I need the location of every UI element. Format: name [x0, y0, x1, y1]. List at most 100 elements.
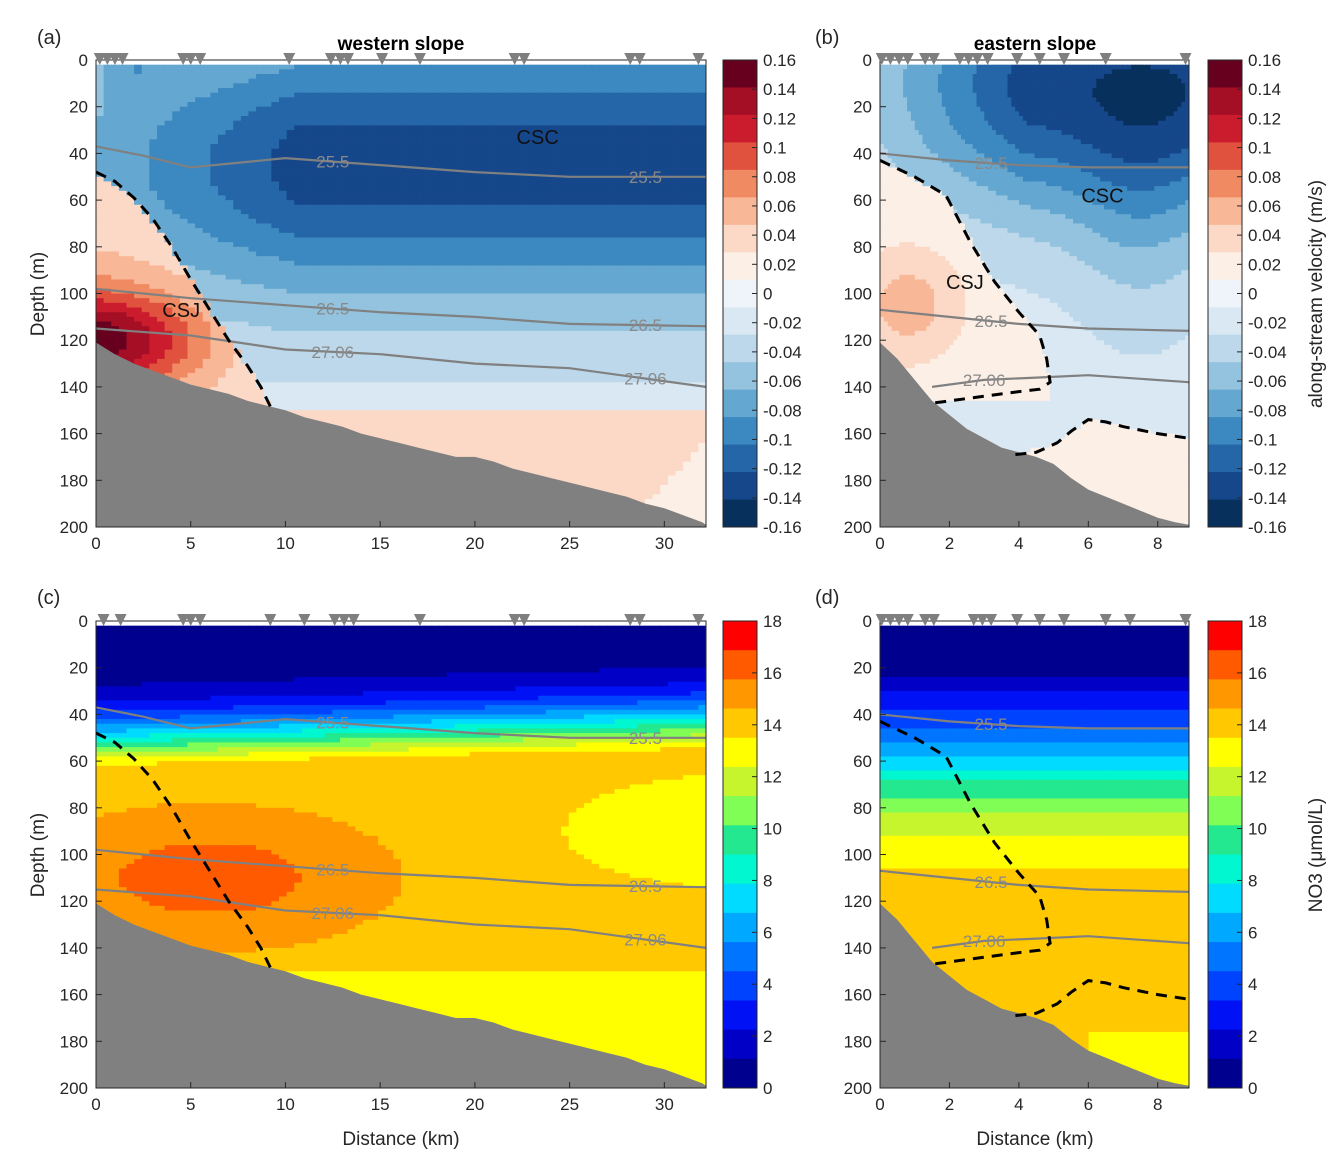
field-cell — [355, 223, 364, 229]
field-cell — [454, 410, 463, 416]
field-cell — [309, 223, 318, 229]
field-cell — [164, 167, 173, 173]
field-cell — [469, 190, 478, 197]
field-cell — [210, 284, 219, 290]
field-cell — [355, 382, 364, 388]
field-cell — [324, 419, 333, 425]
field-cell — [416, 256, 425, 262]
field-cell — [126, 307, 135, 313]
field-cell — [416, 242, 425, 248]
field-cell — [362, 139, 372, 145]
field-cell — [423, 209, 433, 215]
field-cell — [340, 368, 349, 374]
field-cell — [271, 144, 280, 150]
field-cell — [96, 279, 105, 285]
field-cell — [233, 260, 242, 267]
field-cell — [172, 144, 181, 150]
field-cell — [347, 162, 356, 169]
field-cell — [370, 74, 379, 80]
field-cell — [469, 298, 478, 304]
field-cell — [225, 134, 234, 140]
field-cell — [385, 414, 394, 421]
field-cell — [324, 148, 333, 154]
field-cell — [195, 251, 204, 257]
field-cell — [279, 69, 288, 75]
field-cell — [187, 256, 196, 262]
field-cell — [134, 64, 143, 70]
field-cell — [157, 139, 166, 145]
field-cell — [126, 139, 135, 145]
field-cell — [263, 92, 272, 98]
field-cell — [240, 260, 250, 267]
field-cell — [141, 74, 150, 80]
field-cell — [218, 181, 227, 187]
field-cell — [332, 256, 341, 262]
field-cell — [454, 307, 463, 313]
field-cell — [301, 363, 311, 369]
field-cell — [233, 228, 242, 234]
field-cell — [256, 200, 265, 206]
field-cell — [324, 186, 333, 192]
field-cell — [294, 321, 303, 327]
field-cell — [111, 102, 120, 108]
field-cell — [172, 116, 181, 122]
field-cell — [286, 237, 295, 243]
field-cell — [416, 349, 425, 355]
field-cell — [279, 214, 288, 220]
field-cell — [324, 307, 333, 313]
field-cell — [179, 335, 189, 341]
field-cell — [187, 78, 196, 84]
field-cell — [279, 265, 288, 271]
field-cell — [164, 195, 173, 201]
field-cell — [157, 102, 166, 108]
field-cell — [431, 214, 440, 220]
field-cell — [134, 307, 143, 313]
field-cell — [355, 396, 364, 402]
field-cell — [355, 209, 364, 215]
field-cell — [401, 148, 410, 154]
field-cell — [118, 316, 128, 323]
field-cell — [385, 312, 394, 318]
field-cell — [233, 195, 242, 201]
field-cell — [340, 218, 349, 225]
field-cell — [370, 344, 379, 351]
field-cell — [401, 195, 410, 201]
field-cell — [355, 106, 364, 112]
field-cell — [340, 298, 349, 304]
field-cell — [317, 386, 326, 393]
field-cell — [286, 106, 295, 112]
field-cell — [294, 88, 303, 94]
field-cell — [362, 204, 372, 211]
field-cell — [347, 368, 356, 374]
field-cell — [401, 274, 410, 281]
field-cell — [233, 158, 242, 164]
field-cell — [340, 195, 349, 201]
field-cell — [347, 204, 356, 211]
field-cell — [279, 120, 288, 126]
field-cell — [279, 144, 288, 150]
field-cell — [431, 274, 440, 281]
field-cell — [393, 363, 402, 369]
field-cell — [439, 265, 448, 271]
field-cell — [96, 130, 105, 136]
field-cell — [454, 218, 463, 225]
field-cell — [256, 130, 265, 136]
field-cell — [431, 139, 440, 145]
field-cell — [324, 302, 333, 309]
field-cell — [210, 214, 219, 220]
field-cell — [240, 223, 250, 229]
field-cell — [157, 74, 166, 80]
field-cell — [393, 88, 402, 94]
field-cell — [385, 167, 394, 173]
field-cell — [340, 424, 349, 430]
field-cell — [149, 326, 158, 332]
field-cell — [202, 270, 211, 276]
field-cell — [103, 223, 112, 229]
field-cell — [286, 88, 295, 94]
field-cell — [431, 242, 440, 248]
field-cell — [149, 316, 158, 323]
field-cell — [141, 256, 150, 262]
field-cell — [202, 78, 211, 84]
field-cell — [157, 242, 166, 248]
field-cell — [378, 228, 387, 234]
